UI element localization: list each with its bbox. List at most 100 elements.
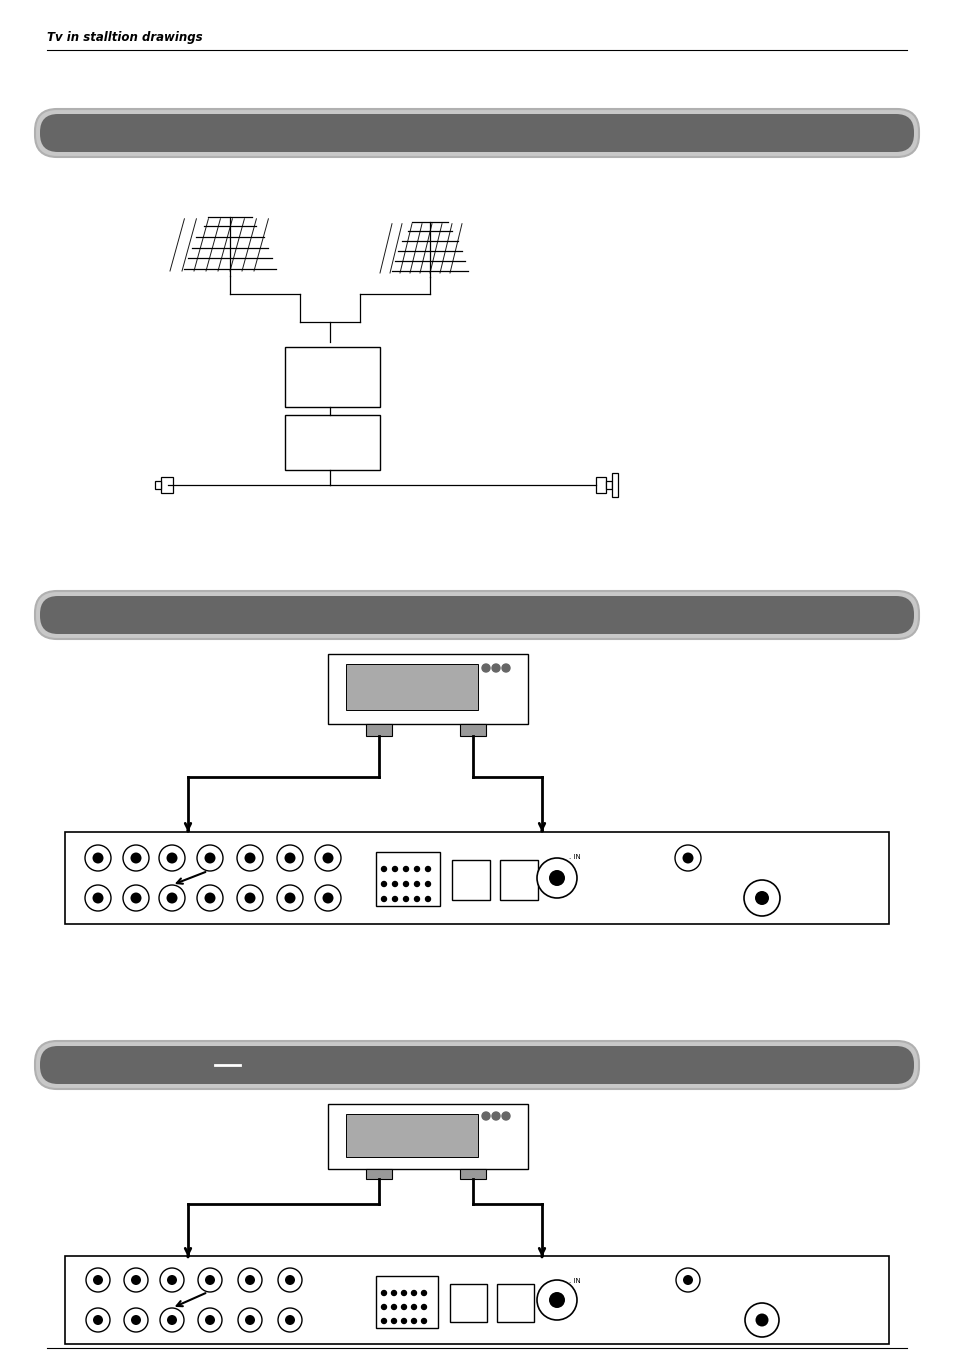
- Text: . IN: . IN: [568, 1278, 580, 1284]
- Circle shape: [537, 859, 577, 898]
- Circle shape: [411, 1305, 416, 1310]
- Circle shape: [425, 882, 430, 887]
- Circle shape: [548, 869, 564, 886]
- Circle shape: [205, 1315, 214, 1325]
- Bar: [375, 1276, 437, 1328]
- Circle shape: [391, 1318, 396, 1324]
- Circle shape: [204, 892, 215, 903]
- Circle shape: [124, 1268, 148, 1293]
- Bar: [346, 1114, 477, 1157]
- Circle shape: [314, 886, 340, 911]
- Circle shape: [391, 1305, 396, 1310]
- Circle shape: [159, 886, 185, 911]
- Circle shape: [755, 1314, 768, 1326]
- Circle shape: [92, 853, 103, 864]
- FancyBboxPatch shape: [40, 1046, 913, 1084]
- Circle shape: [314, 845, 340, 871]
- Circle shape: [381, 1291, 386, 1295]
- Circle shape: [381, 896, 386, 902]
- Circle shape: [245, 1315, 254, 1325]
- Circle shape: [277, 1307, 302, 1332]
- Circle shape: [244, 892, 255, 903]
- Bar: [346, 664, 477, 710]
- Circle shape: [167, 1315, 177, 1325]
- Circle shape: [285, 1315, 294, 1325]
- Circle shape: [744, 1303, 779, 1337]
- Circle shape: [196, 886, 223, 911]
- Bar: [161, 477, 172, 493]
- Circle shape: [411, 1318, 416, 1324]
- Circle shape: [236, 886, 263, 911]
- Circle shape: [481, 664, 490, 672]
- Bar: [459, 725, 485, 735]
- Circle shape: [322, 853, 334, 864]
- Circle shape: [86, 1307, 110, 1332]
- Circle shape: [237, 1268, 262, 1293]
- Circle shape: [403, 867, 408, 872]
- FancyBboxPatch shape: [40, 596, 913, 634]
- FancyBboxPatch shape: [35, 110, 918, 157]
- Circle shape: [124, 1307, 148, 1332]
- Circle shape: [276, 845, 303, 871]
- Circle shape: [392, 867, 397, 872]
- Bar: [285, 415, 379, 470]
- Bar: [459, 1169, 485, 1179]
- Circle shape: [205, 1275, 214, 1284]
- Circle shape: [501, 664, 510, 672]
- Circle shape: [276, 886, 303, 911]
- Bar: [450, 1284, 486, 1322]
- Circle shape: [414, 867, 419, 872]
- Bar: [596, 477, 605, 493]
- Bar: [452, 860, 490, 900]
- Circle shape: [401, 1305, 406, 1310]
- Circle shape: [236, 845, 263, 871]
- Circle shape: [403, 896, 408, 902]
- Circle shape: [381, 1318, 386, 1324]
- Circle shape: [754, 891, 768, 904]
- Circle shape: [285, 1275, 294, 1284]
- Circle shape: [131, 892, 141, 903]
- Circle shape: [167, 853, 177, 864]
- Circle shape: [421, 1291, 426, 1295]
- Circle shape: [381, 1305, 386, 1310]
- Bar: [366, 1169, 392, 1179]
- Circle shape: [85, 886, 111, 911]
- FancyBboxPatch shape: [40, 114, 913, 151]
- Bar: [605, 481, 612, 489]
- Bar: [499, 860, 537, 900]
- Bar: [328, 1105, 527, 1169]
- Circle shape: [160, 1307, 184, 1332]
- Circle shape: [245, 1275, 254, 1284]
- Bar: [154, 481, 161, 489]
- Circle shape: [123, 886, 149, 911]
- Circle shape: [131, 853, 141, 864]
- Circle shape: [414, 896, 419, 902]
- Bar: [65, 1256, 888, 1344]
- Circle shape: [284, 892, 295, 903]
- Circle shape: [743, 880, 780, 917]
- Circle shape: [403, 882, 408, 887]
- Circle shape: [421, 1305, 426, 1310]
- Bar: [65, 831, 888, 923]
- Circle shape: [123, 845, 149, 871]
- Circle shape: [392, 882, 397, 887]
- Circle shape: [501, 1111, 510, 1119]
- Circle shape: [537, 1280, 577, 1320]
- Circle shape: [131, 1315, 141, 1325]
- FancyBboxPatch shape: [35, 591, 918, 639]
- Circle shape: [198, 1307, 222, 1332]
- Circle shape: [160, 1268, 184, 1293]
- Circle shape: [481, 1111, 490, 1119]
- Circle shape: [401, 1318, 406, 1324]
- Text: Tv in stalltion drawings: Tv in stalltion drawings: [47, 31, 202, 45]
- Circle shape: [425, 867, 430, 872]
- Circle shape: [167, 1275, 177, 1284]
- Circle shape: [676, 1268, 700, 1293]
- Circle shape: [381, 867, 386, 872]
- Circle shape: [92, 892, 103, 903]
- Circle shape: [198, 1268, 222, 1293]
- Circle shape: [414, 882, 419, 887]
- Circle shape: [675, 845, 700, 871]
- Circle shape: [92, 1275, 103, 1284]
- Circle shape: [159, 845, 185, 871]
